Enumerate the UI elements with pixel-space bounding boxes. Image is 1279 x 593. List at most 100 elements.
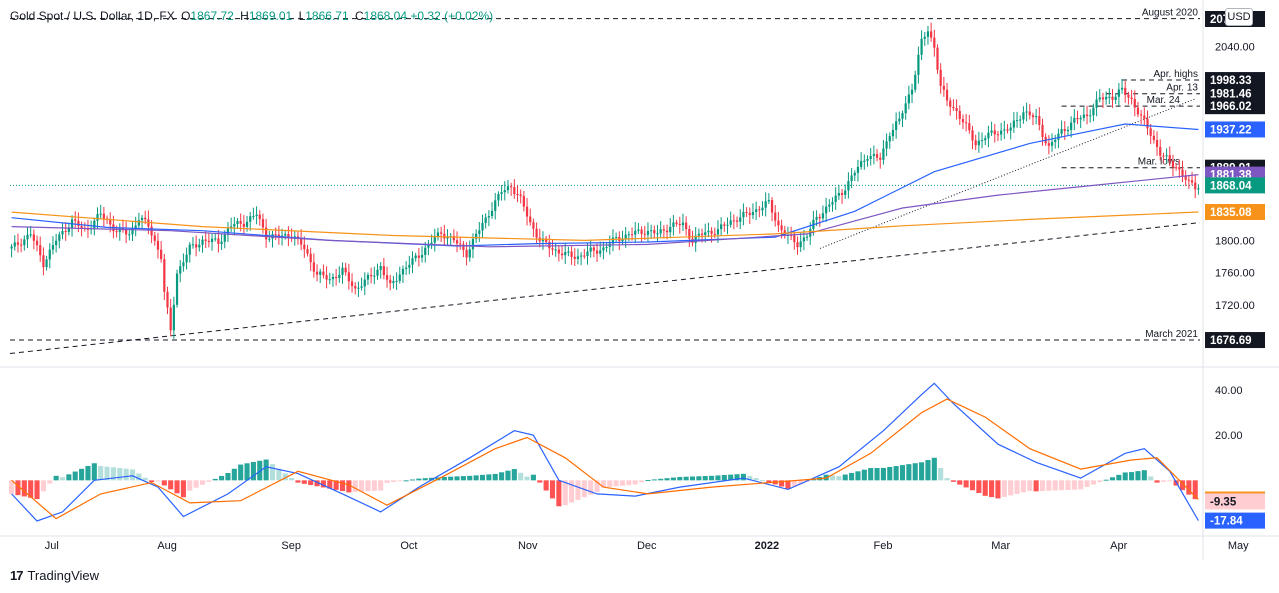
candle-body: [1000, 130, 1003, 135]
macd-histogram-bar: [562, 480, 568, 506]
candle-body: [627, 234, 630, 236]
candle-body: [20, 244, 23, 246]
brand-label: TradingView: [27, 568, 100, 583]
candle-body: [417, 255, 420, 258]
candle-body: [293, 236, 296, 238]
candle-body: [220, 241, 223, 244]
macd-histogram-bar: [282, 473, 288, 481]
candle-body: [545, 238, 548, 242]
price-tick-label: 1760.00: [1215, 268, 1255, 280]
candle-body: [236, 220, 239, 224]
macd-histogram-bar: [944, 478, 950, 481]
candle-body: [1136, 107, 1140, 115]
macd-histogram-bar: [34, 480, 40, 500]
candle-body: [799, 241, 802, 248]
candle-body: [163, 259, 166, 292]
candle-body: [1114, 96, 1117, 100]
candle-body: [694, 235, 697, 243]
candle-body: [1015, 120, 1019, 122]
candle-body: [405, 267, 408, 269]
candle-body: [411, 258, 414, 265]
macd-histogram-bar: [1097, 480, 1103, 483]
candle-body: [923, 36, 926, 39]
macd-histogram-bar: [244, 463, 250, 481]
candle-body: [392, 281, 395, 284]
candle-body: [1003, 129, 1006, 131]
macd-histogram-bar: [161, 480, 167, 486]
candle-body: [532, 222, 535, 229]
candle-body: [16, 242, 20, 245]
macd-histogram-bar: [1014, 480, 1020, 494]
macd-histogram-bar: [989, 480, 995, 498]
macd-histogram-bar: [957, 480, 963, 485]
candle-body: [888, 136, 891, 142]
macd-histogram-bar: [429, 477, 435, 481]
candle-body: [385, 275, 389, 280]
candle-body: [436, 232, 440, 238]
candle-body: [990, 130, 993, 133]
macd-histogram-bar: [378, 480, 384, 491]
macd-histogram-bar: [85, 466, 91, 481]
currency-button[interactable]: USD: [1225, 8, 1253, 26]
candle-body: [821, 213, 825, 219]
candle-body: [39, 245, 42, 256]
candle-body: [363, 279, 366, 287]
candle-body: [665, 230, 669, 233]
candle-body: [45, 259, 48, 268]
time-tick-label: Jul: [45, 540, 59, 552]
macd-histogram-bar: [79, 468, 85, 481]
candle-body: [557, 249, 560, 254]
time-tick-label: Nov: [518, 540, 538, 552]
macd-histogram-bar: [626, 480, 632, 486]
candle-body: [669, 226, 672, 233]
time-tick-label: Sep: [281, 540, 301, 552]
price-tag: 1835.08: [1210, 207, 1252, 219]
candle-body: [1066, 129, 1070, 132]
candle-body: [338, 274, 341, 279]
macd-histogram-bar: [352, 480, 358, 493]
candle-body: [656, 233, 659, 235]
macd-histogram-bar: [861, 469, 867, 481]
macd-histogram-bar: [925, 460, 931, 481]
candle-body: [1146, 118, 1149, 129]
macd-histogram-bar: [537, 480, 543, 483]
candle-body: [984, 138, 987, 141]
macd-histogram-bar: [1052, 480, 1058, 491]
macd-histogram-bar: [575, 480, 581, 500]
price-tag: 1998.33: [1210, 75, 1252, 87]
candle-body: [414, 255, 417, 259]
macd-histogram-bar: [276, 468, 282, 481]
candle-body: [1035, 116, 1038, 118]
candle-body: [261, 219, 265, 228]
candle-body: [1082, 114, 1085, 118]
macd-histogram-bar: [238, 464, 244, 481]
candle-body: [1140, 114, 1143, 116]
macd-histogram-bar: [632, 480, 638, 485]
candle-body: [1178, 167, 1181, 170]
macd-histogram-bar: [467, 475, 473, 481]
candle-body: [583, 255, 586, 257]
macd-histogram-bar: [1027, 480, 1033, 491]
candle-body: [653, 230, 656, 234]
macd-histogram-bar: [842, 474, 848, 481]
candle-body: [850, 175, 853, 182]
candle-body: [319, 271, 322, 275]
candle-body: [32, 234, 35, 241]
candle-body: [166, 291, 169, 308]
candle-body: [420, 254, 424, 258]
macd-histogram-bar: [257, 460, 263, 481]
price-tag-bg: [1205, 204, 1265, 221]
price-tag-bg: [1205, 177, 1265, 194]
macd-histogram-bar: [919, 462, 925, 481]
macd-histogram-bar: [1059, 480, 1065, 491]
macd-histogram-bar: [963, 480, 969, 488]
level-annotation: Mar. lows: [1138, 157, 1180, 168]
macd-histogram-bar: [1148, 476, 1154, 481]
candle-body: [707, 230, 710, 233]
macd-histogram-bar: [59, 477, 66, 481]
macd-histogram-bar: [1078, 480, 1084, 490]
macd-histogram-bar: [912, 463, 918, 481]
macd-histogram-bar: [524, 476, 530, 481]
price-tag-bg: [1205, 85, 1265, 102]
